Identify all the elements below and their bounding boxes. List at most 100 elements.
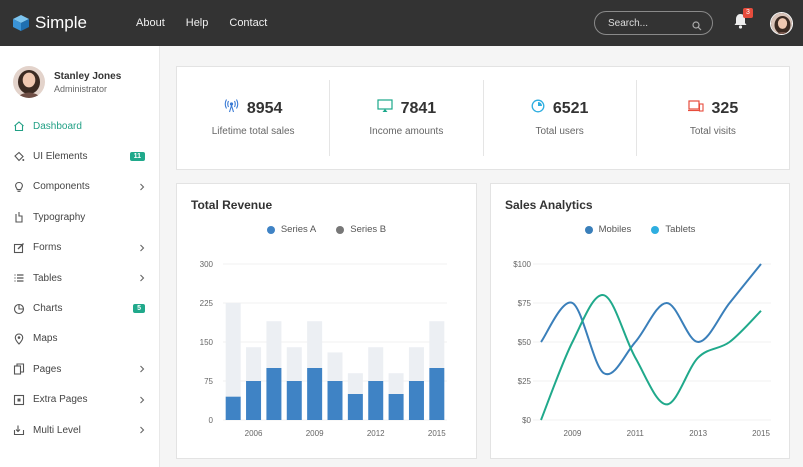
sidebar-item-label: Multi Level bbox=[33, 424, 81, 436]
x-tick-label: 2015 bbox=[428, 429, 446, 438]
chart-title: Total Revenue bbox=[191, 198, 273, 212]
legend-series-a[interactable]: Series A bbox=[266, 224, 316, 235]
pie-chart-icon bbox=[13, 303, 25, 315]
bar-series-a[interactable] bbox=[286, 381, 302, 420]
bar-series-a[interactable] bbox=[225, 396, 241, 420]
sidebar-item-ui-elements[interactable]: UI Elements 11 bbox=[0, 141, 159, 171]
legend-tablets[interactable]: Tablets bbox=[651, 224, 695, 235]
nav-contact[interactable]: Contact bbox=[229, 17, 268, 29]
bar-series-a[interactable] bbox=[388, 394, 404, 420]
sidebar-menu: Dashboard UI Elements 11 Components Typo… bbox=[0, 111, 159, 445]
search-input[interactable] bbox=[608, 17, 688, 29]
bar-series-b[interactable] bbox=[266, 321, 282, 368]
x-tick-label: 2009 bbox=[564, 429, 582, 438]
line-mobiles[interactable] bbox=[540, 263, 762, 376]
bar-series-a[interactable] bbox=[368, 381, 384, 420]
sidebar-item-forms[interactable]: Forms bbox=[0, 233, 159, 263]
level-icon bbox=[13, 424, 25, 436]
stat-label: Income amounts bbox=[369, 126, 444, 137]
y-tick-label: 225 bbox=[200, 299, 214, 308]
legend-mobiles[interactable]: Mobiles bbox=[584, 224, 632, 235]
sidebar-item-multi-level[interactable]: Multi Level bbox=[0, 415, 159, 445]
bar-series-a[interactable] bbox=[246, 381, 262, 420]
y-tick-label: $50 bbox=[518, 338, 532, 347]
bar-series-b[interactable] bbox=[368, 347, 384, 381]
sales-analytics-card: Sales Analytics Mobiles Tablets $0 $25 $50… bbox=[490, 183, 790, 459]
sidebar-item-pages[interactable]: Pages bbox=[0, 354, 159, 384]
legend-label: Mobiles bbox=[598, 224, 632, 235]
bar-series-a[interactable] bbox=[429, 368, 445, 420]
charts-badge: 5 bbox=[133, 304, 145, 314]
paint-bucket-icon bbox=[13, 151, 25, 163]
lightbulb-icon bbox=[13, 181, 25, 193]
x-tick-label: 2009 bbox=[306, 429, 324, 438]
bar-series-b[interactable] bbox=[347, 373, 363, 394]
bar-series-b[interactable] bbox=[225, 303, 241, 397]
y-tick-label: $0 bbox=[522, 416, 531, 425]
sales-line-chart: $0 $25 $50 $75 $100 2009 2011 2013 2015 bbox=[513, 260, 771, 438]
sidebar-item-dashboard[interactable]: Dashboard bbox=[0, 111, 159, 141]
y-tick-label: 0 bbox=[209, 416, 214, 425]
sidebar-item-label: Components bbox=[33, 181, 90, 193]
y-tick-label: $75 bbox=[518, 299, 532, 308]
bar-series-b[interactable] bbox=[307, 321, 323, 368]
bar-series-a[interactable] bbox=[307, 368, 323, 420]
edit-icon bbox=[13, 242, 25, 254]
stat-value: 7841 bbox=[400, 99, 437, 117]
search-icon[interactable] bbox=[692, 18, 702, 36]
sidebar-item-typography[interactable]: Typography bbox=[0, 202, 159, 232]
sidebar-item-components[interactable]: Components bbox=[0, 172, 159, 202]
nav-help[interactable]: Help bbox=[185, 17, 209, 29]
x-tick-label: 2013 bbox=[689, 429, 707, 438]
stat-value: 6521 bbox=[552, 99, 589, 117]
chart-title: Sales Analytics bbox=[505, 198, 593, 212]
sidebar: Stanley Jones Administrator Dashboard UI… bbox=[0, 46, 160, 467]
nav-about[interactable]: About bbox=[136, 17, 165, 29]
sidebar-item-tables[interactable]: Tables bbox=[0, 263, 159, 293]
avatar[interactable] bbox=[13, 66, 45, 98]
brand[interactable]: Simple bbox=[12, 13, 136, 33]
topbar: Simple About Help Contact 3 bbox=[0, 0, 803, 46]
bar-series-b[interactable] bbox=[327, 352, 343, 381]
legend-series-b[interactable]: Series B bbox=[336, 224, 386, 235]
chevron-right-icon bbox=[139, 183, 145, 194]
legend-label: Series B bbox=[350, 224, 387, 235]
map-pin-icon bbox=[13, 333, 25, 345]
bar-series-b[interactable] bbox=[388, 373, 404, 394]
x-tick-label: 2006 bbox=[245, 429, 263, 438]
sidebar-item-label: Dashboard bbox=[33, 120, 82, 132]
sidebar-item-label: Typography bbox=[33, 211, 86, 223]
x-tick-label: 2012 bbox=[367, 429, 385, 438]
bar-series-b[interactable] bbox=[429, 321, 445, 368]
top-avatar[interactable] bbox=[770, 12, 793, 35]
bar-series-a[interactable] bbox=[347, 394, 363, 420]
stats-card: 8954 Lifetime total sales 7841 Income am… bbox=[176, 66, 790, 170]
bar-series-b[interactable] bbox=[408, 347, 424, 381]
notification-badge: 3 bbox=[743, 8, 753, 18]
bar-series-a[interactable] bbox=[408, 381, 424, 420]
line-tablets[interactable] bbox=[540, 294, 762, 421]
bar-series-a[interactable] bbox=[266, 368, 282, 420]
list-icon bbox=[13, 272, 25, 284]
sidebar-item-maps[interactable]: Maps bbox=[0, 324, 159, 354]
stat-lifetime-sales: 8954 Lifetime total sales bbox=[177, 80, 331, 156]
bar-series-a[interactable] bbox=[327, 381, 343, 420]
legend-label: Tablets bbox=[665, 224, 696, 235]
sidebar-item-charts[interactable]: Charts 5 bbox=[0, 293, 159, 323]
total-revenue-card: Total Revenue Series A Series B 0 75 150 22… bbox=[176, 183, 477, 459]
brand-name: Simple bbox=[35, 13, 87, 32]
sidebar-item-extra-pages[interactable]: Extra Pages bbox=[0, 385, 159, 415]
user-profile: Stanley Jones Administrator bbox=[0, 46, 159, 104]
y-tick-label: $100 bbox=[513, 260, 531, 269]
copy-icon bbox=[13, 363, 25, 375]
bar-series-b[interactable] bbox=[286, 347, 302, 381]
revenue-bar-chart: 0 75 150 225 300 2006 2009 2012 2015 bbox=[200, 260, 447, 438]
broadcast-icon bbox=[224, 99, 239, 118]
bar-series-b[interactable] bbox=[246, 347, 262, 381]
sidebar-item-label: UI Elements bbox=[33, 151, 88, 163]
y-tick-label: 75 bbox=[204, 377, 213, 386]
stat-visits: 325 Total visits bbox=[637, 80, 789, 156]
chevron-right-icon bbox=[139, 396, 145, 407]
stat-income: 7841 Income amounts bbox=[330, 80, 484, 156]
x-tick-label: 2011 bbox=[627, 429, 645, 438]
